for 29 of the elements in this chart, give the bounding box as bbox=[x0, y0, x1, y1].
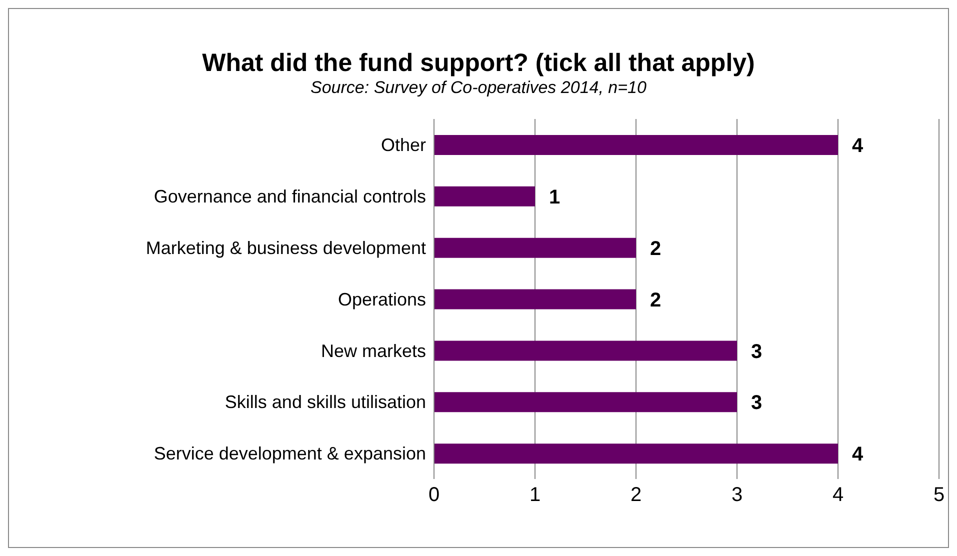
bar bbox=[434, 238, 636, 258]
y-tick-label: Skills and skills utilisation bbox=[224, 392, 426, 412]
data-label: 2 bbox=[650, 289, 662, 312]
bar bbox=[434, 392, 737, 412]
y-tick-label: Service development & expansion bbox=[154, 444, 426, 464]
bar bbox=[434, 289, 636, 310]
y-tick-label: Other bbox=[380, 135, 426, 156]
chart-title: What did the fund support? (tick all that apply) bbox=[201, 49, 756, 77]
y-tick-label: New markets bbox=[320, 340, 426, 361]
chart-subtitle: Source: Survey of Co-operatives 2014, n=10 bbox=[310, 77, 648, 99]
y-tick-label: Operations bbox=[338, 289, 426, 310]
x-tick-label: 2 bbox=[630, 484, 642, 506]
data-label: 1 bbox=[549, 186, 560, 209]
y-tick-label: Marketing & business development bbox=[146, 238, 426, 258]
data-label: 3 bbox=[751, 340, 762, 363]
data-label: 4 bbox=[852, 135, 864, 158]
data-label: 2 bbox=[650, 238, 662, 260]
x-tick-label: 1 bbox=[529, 484, 541, 506]
x-tick-label: 3 bbox=[731, 484, 743, 506]
y-tick-label: Governance and financial controls bbox=[154, 186, 426, 207]
bar bbox=[434, 135, 838, 155]
x-tick-label: 4 bbox=[832, 484, 844, 506]
x-tick-label: 0 bbox=[428, 484, 440, 506]
x-tick-label: 5 bbox=[933, 484, 945, 506]
bar bbox=[434, 444, 838, 464]
bar bbox=[434, 340, 737, 361]
bar bbox=[434, 186, 535, 206]
data-label: 4 bbox=[852, 444, 864, 466]
data-label: 3 bbox=[751, 392, 762, 414]
